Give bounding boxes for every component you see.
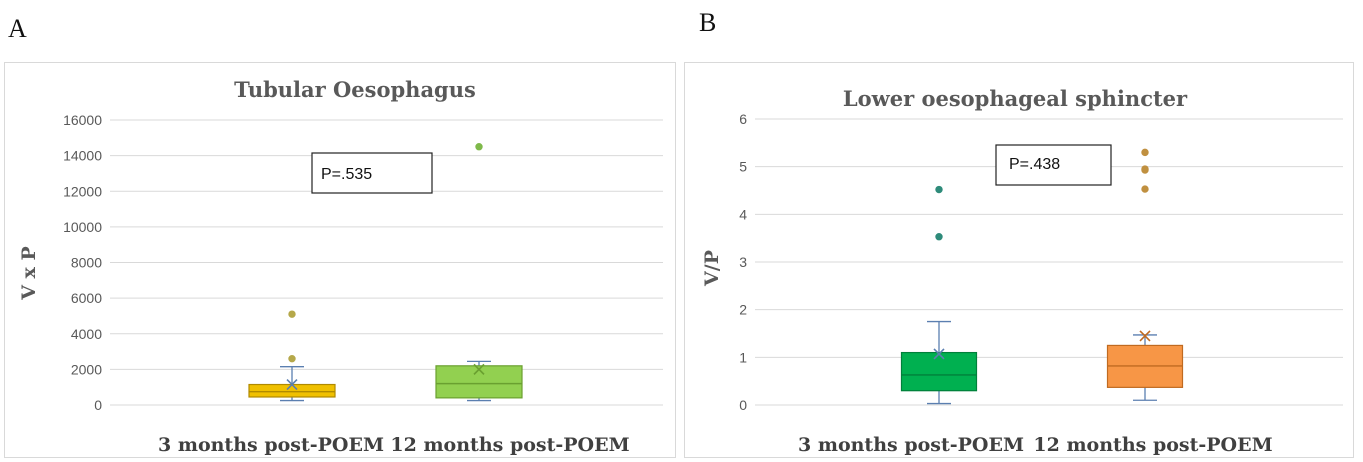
category-label: 3 months post-POEM <box>158 434 384 456</box>
box <box>435 365 523 399</box>
outlier-point <box>1141 185 1149 193</box>
chart-b-frame: 0 1 2 3 4 5 6 Lower oesophageal sphincter V/P 3 m… <box>684 62 1354 458</box>
y-tick-label: 6 <box>739 111 747 127</box>
chart-title: Tubular Oesophagus <box>234 77 476 102</box>
p-value-box <box>995 144 1112 186</box>
y-tick-label: 10000 <box>63 219 102 235</box>
y-tick-label: 1 <box>739 349 747 365</box>
y-tick-label: 4 <box>739 206 747 222</box>
y-axis-label: V x P <box>18 246 40 301</box>
outlier-point <box>475 143 483 151</box>
mean-marker <box>1139 330 1151 342</box>
y-tick-label: 2000 <box>71 361 102 377</box>
outlier-point <box>1141 165 1149 173</box>
y-tick-label: 12000 <box>63 183 102 199</box>
y-tick-label: 2 <box>739 302 747 318</box>
mean-marker <box>933 348 945 360</box>
chart-b: 0 1 2 3 4 5 6 Lower oesophageal sphincter V/P 3 m… <box>701 86 1343 456</box>
p-value-text: P=.438 <box>1009 156 1060 173</box>
chart-title: Lower oesophageal sphincter <box>843 86 1188 111</box>
outlier-point <box>288 310 296 318</box>
outlier-point <box>1141 148 1149 157</box>
y-tick-label: 0 <box>739 397 747 413</box>
panel-b-letter: B <box>699 8 717 37</box>
panel-a-letter: A <box>8 14 27 43</box>
chart-a: 0 2000 4000 6000 8000 10000 12000 14000 16000 Tub… <box>18 77 663 456</box>
y-tick-label: 4000 <box>71 326 102 342</box>
category-label: 3 months post-POEM <box>798 434 1024 456</box>
category-label: 12 months post-POEM <box>390 434 629 456</box>
p-value-box <box>311 152 433 194</box>
outlier-point <box>935 185 943 194</box>
chart-a-frame: 0 2000 4000 6000 8000 10000 12000 14000 16000 Tub… <box>4 62 676 458</box>
mean-marker <box>286 378 298 391</box>
box <box>900 351 978 392</box>
outlier-point <box>935 233 943 241</box>
y-tick-label: 5 <box>739 159 747 175</box>
y-tick-label: 0 <box>94 397 102 413</box>
box <box>248 383 336 398</box>
p-value-text: P=.535 <box>321 166 372 183</box>
category-label: 12 months post-POEM <box>1033 434 1272 456</box>
y-tick-label: 14000 <box>63 148 102 164</box>
y-tick-label: 3 <box>739 254 747 270</box>
outlier-point <box>288 354 296 363</box>
mean-marker <box>473 363 485 375</box>
y-tick-label: 8000 <box>71 255 102 271</box>
y-axis-label: V/P <box>701 250 723 287</box>
y-tick-label: 6000 <box>71 290 102 306</box>
y-tick-label: 16000 <box>63 112 102 128</box>
